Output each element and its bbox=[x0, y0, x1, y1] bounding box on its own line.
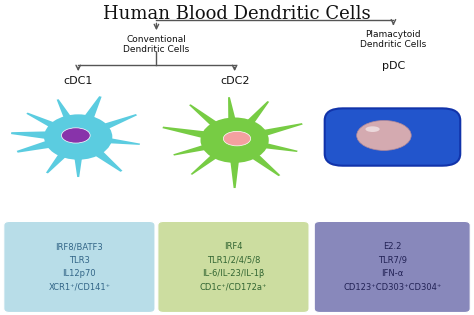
Polygon shape bbox=[163, 127, 237, 146]
Text: E2.2
TLR7/9
IFN-α
CD123⁺CD303⁺CD304⁺: E2.2 TLR7/9 IFN-α CD123⁺CD303⁺CD304⁺ bbox=[343, 242, 441, 292]
Polygon shape bbox=[189, 104, 240, 143]
FancyBboxPatch shape bbox=[158, 221, 309, 312]
Polygon shape bbox=[57, 99, 85, 139]
Ellipse shape bbox=[356, 121, 411, 151]
Text: IRF4
TLR1/2/4/5/8
IL-6/IL-23/IL-1β
CD1c⁺/CD172a⁺: IRF4 TLR1/2/4/5/8 IL-6/IL-23/IL-1β CD1c⁺… bbox=[200, 242, 267, 292]
Polygon shape bbox=[27, 112, 82, 141]
Polygon shape bbox=[228, 140, 241, 188]
Polygon shape bbox=[233, 136, 298, 152]
FancyBboxPatch shape bbox=[314, 221, 470, 312]
Polygon shape bbox=[228, 97, 241, 140]
Text: IRF8/BATF3
TLR3
IL12p70
XCR1⁺/CD141⁺: IRF8/BATF3 TLR3 IL12p70 XCR1⁺/CD141⁺ bbox=[48, 242, 110, 292]
Polygon shape bbox=[74, 114, 137, 141]
Ellipse shape bbox=[365, 126, 380, 132]
FancyBboxPatch shape bbox=[4, 221, 155, 312]
Circle shape bbox=[44, 114, 112, 160]
Text: pDC: pDC bbox=[382, 61, 405, 72]
Ellipse shape bbox=[223, 131, 251, 146]
Polygon shape bbox=[77, 133, 140, 145]
Text: Plamacytoid
Dendritic Cells: Plamacytoid Dendritic Cells bbox=[360, 30, 427, 49]
Polygon shape bbox=[229, 101, 269, 142]
Text: cDC1: cDC1 bbox=[64, 76, 93, 86]
Polygon shape bbox=[232, 123, 303, 145]
Polygon shape bbox=[72, 133, 122, 172]
Polygon shape bbox=[70, 96, 101, 139]
FancyBboxPatch shape bbox=[325, 108, 460, 166]
Text: Conventional
Dendritic Cells: Conventional Dendritic Cells bbox=[123, 35, 190, 54]
Polygon shape bbox=[46, 135, 85, 174]
Circle shape bbox=[201, 117, 269, 163]
Polygon shape bbox=[173, 136, 237, 156]
Polygon shape bbox=[229, 137, 280, 176]
Polygon shape bbox=[72, 137, 85, 177]
Polygon shape bbox=[11, 131, 79, 143]
Polygon shape bbox=[191, 138, 239, 175]
Text: Human Blood Dendritic Cells: Human Blood Dendritic Cells bbox=[103, 5, 371, 23]
Text: cDC2: cDC2 bbox=[220, 76, 249, 86]
Polygon shape bbox=[17, 131, 82, 153]
Ellipse shape bbox=[62, 128, 90, 143]
